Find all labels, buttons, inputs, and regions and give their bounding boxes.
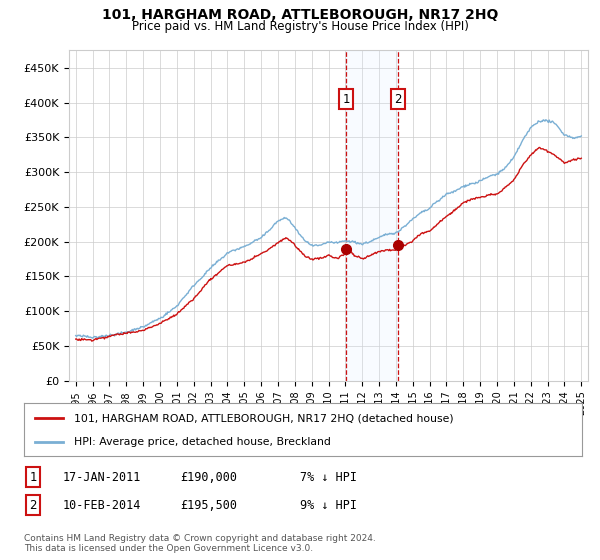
Text: 101, HARGHAM ROAD, ATTLEBOROUGH, NR17 2HQ (detached house): 101, HARGHAM ROAD, ATTLEBOROUGH, NR17 2H…: [74, 413, 454, 423]
Text: 2: 2: [394, 92, 401, 106]
Text: 101, HARGHAM ROAD, ATTLEBOROUGH, NR17 2HQ: 101, HARGHAM ROAD, ATTLEBOROUGH, NR17 2H…: [102, 8, 498, 22]
Bar: [346, 50, 398, 381]
Text: 17-JAN-2011: 17-JAN-2011: [63, 470, 142, 484]
Text: 10-FEB-2014: 10-FEB-2014: [63, 498, 142, 512]
Text: 1: 1: [29, 470, 37, 484]
Text: 2: 2: [29, 498, 37, 512]
Text: HPI: Average price, detached house, Breckland: HPI: Average price, detached house, Brec…: [74, 436, 331, 446]
Text: £195,500: £195,500: [180, 498, 237, 512]
Text: Contains HM Land Registry data © Crown copyright and database right 2024.
This d: Contains HM Land Registry data © Crown c…: [24, 534, 376, 553]
Text: 9% ↓ HPI: 9% ↓ HPI: [300, 498, 357, 512]
Text: Price paid vs. HM Land Registry's House Price Index (HPI): Price paid vs. HM Land Registry's House …: [131, 20, 469, 32]
Text: £190,000: £190,000: [180, 470, 237, 484]
Text: 1: 1: [343, 92, 350, 106]
Text: 7% ↓ HPI: 7% ↓ HPI: [300, 470, 357, 484]
